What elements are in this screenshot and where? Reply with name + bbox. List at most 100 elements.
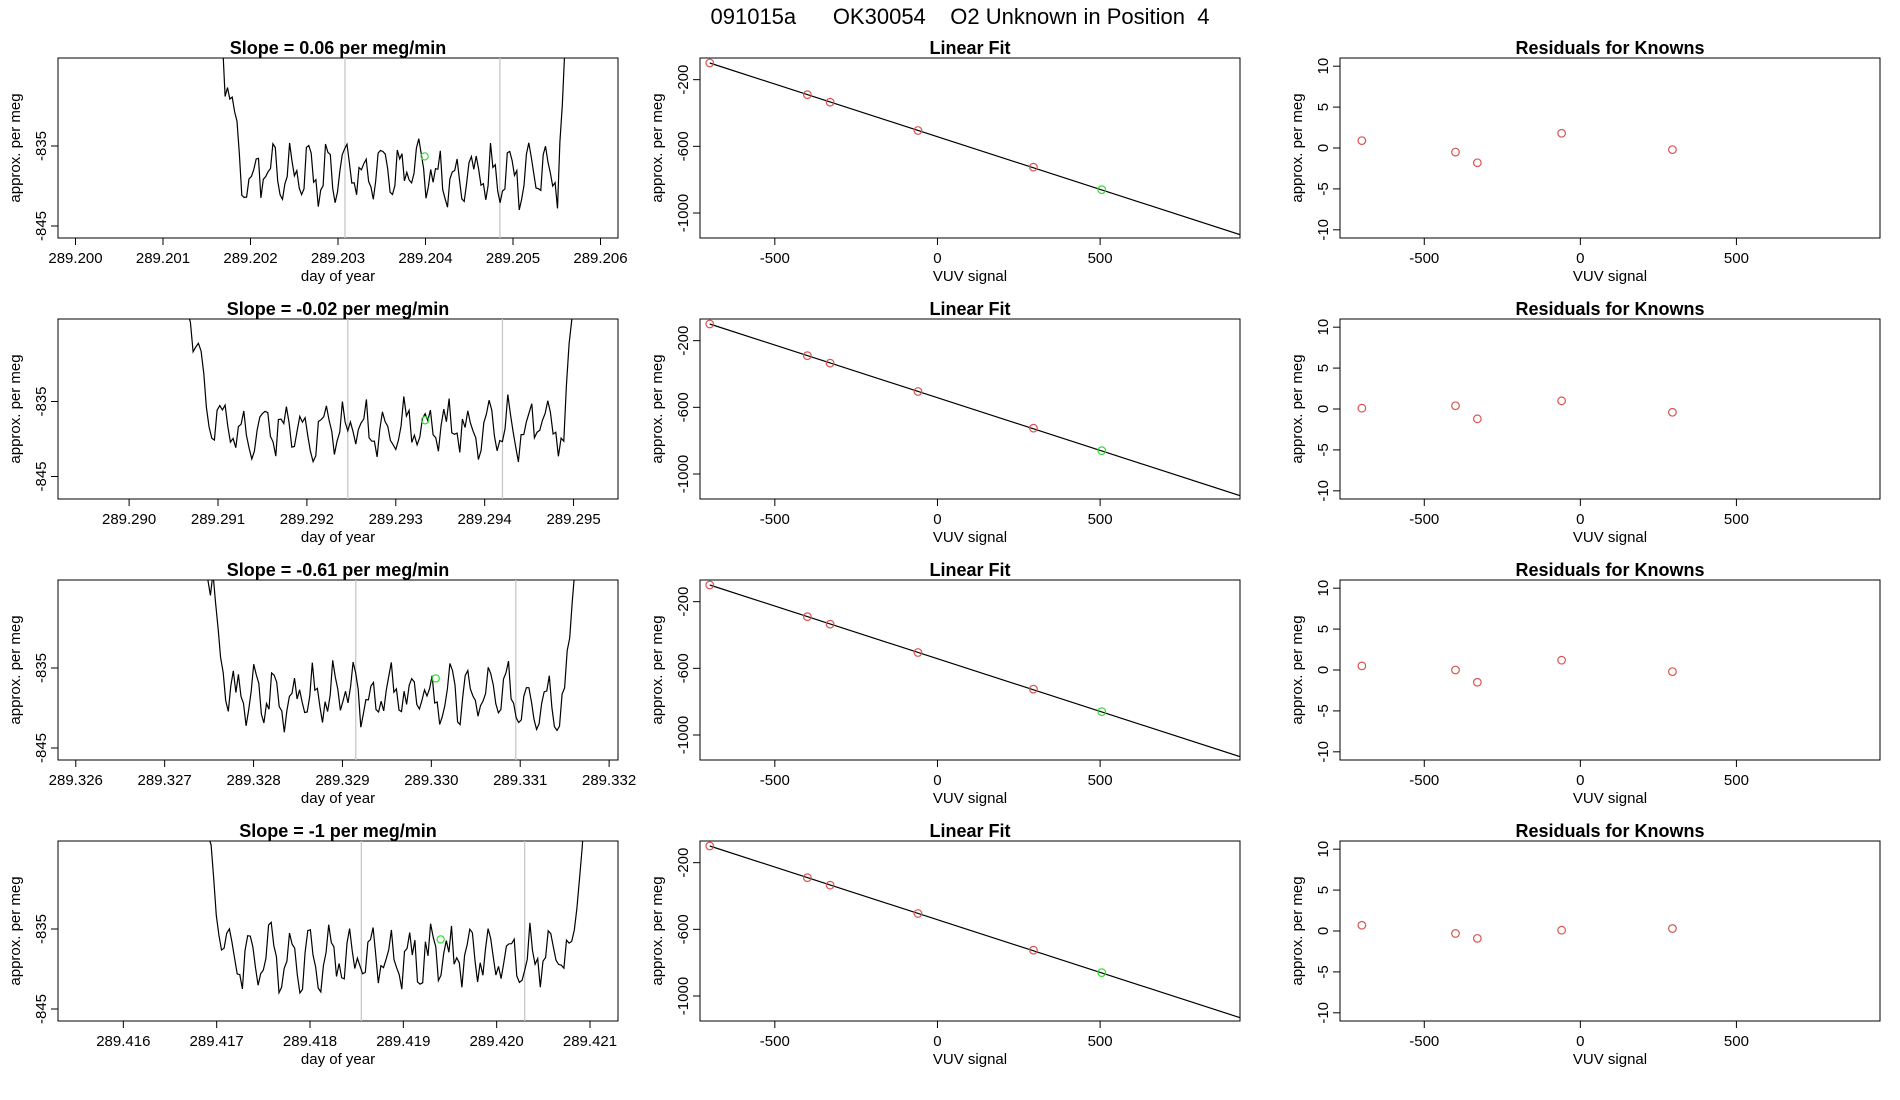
y-tick-label: -845 [33, 733, 50, 763]
plot-area [1357, 655, 1677, 687]
x-tick-label: 0 [933, 772, 941, 789]
plot-area [705, 58, 1240, 236]
known-standard-point [1029, 162, 1038, 172]
x-tick-label: 289.201 [136, 250, 190, 267]
known-standard-point [1029, 945, 1038, 955]
x-tick-label: 0 [1576, 1033, 1584, 1050]
data-trace-line [222, 58, 566, 211]
known-standard-point [802, 612, 812, 622]
known-standard-point [825, 358, 835, 368]
x-tick-label: 500 [1724, 772, 1749, 789]
residual-point [1472, 158, 1482, 168]
plot-frame [57, 579, 619, 761]
residual-point [1451, 665, 1460, 675]
plot-frame [57, 840, 619, 1022]
y-tick-label: -600 [675, 914, 692, 944]
x-tick-label: 289.326 [49, 772, 103, 789]
residual-point [1668, 407, 1677, 417]
panel-1: Slope = 0.06 per meg/min 289.200 289.201 28… [7, 38, 628, 285]
x-tick-label: 0 [933, 250, 941, 267]
y-tick-label: 10 [1315, 841, 1332, 858]
known-standard-point [1029, 423, 1038, 433]
y-tick-label: -835 [33, 131, 50, 161]
y-tick-label: 10 [1315, 58, 1332, 75]
x-axis-label: day of year [301, 790, 375, 807]
y-tick-label: -845 [33, 211, 50, 241]
x-tick-label: 289.329 [315, 772, 369, 789]
x-tick-label: 289.204 [398, 250, 452, 267]
plot-area [1357, 920, 1677, 943]
y-tick-label: 5 [1315, 364, 1332, 372]
x-tick-label: 289.416 [96, 1033, 150, 1050]
plot-area [1357, 396, 1677, 424]
chart-title: Residuals for Knowns [1515, 38, 1704, 58]
y-tick-label: -600 [675, 131, 692, 161]
x-tick-label: 289.327 [138, 772, 192, 789]
x-tick-label: 289.332 [582, 772, 636, 789]
known-standard-point [802, 351, 812, 361]
y-axis-label: approx. per meg [7, 354, 24, 463]
x-tick-label: 289.419 [376, 1033, 430, 1050]
x-tick-label: 500 [1088, 1033, 1113, 1050]
x-tick-label: 289.294 [458, 511, 512, 528]
x-tick-label: 289.417 [190, 1033, 244, 1050]
x-axis-label: VUV signal [933, 1051, 1007, 1068]
plot-frame [699, 57, 1241, 239]
plot-frame [57, 318, 619, 500]
x-axis-label: day of year [301, 1051, 375, 1068]
plot-frame [1339, 840, 1881, 1022]
y-axis-label: approx. per meg [1289, 93, 1306, 202]
x-tick-label: 0 [1576, 511, 1584, 528]
x-axis-label: VUV signal [933, 790, 1007, 807]
x-tick-label: -500 [1409, 250, 1439, 267]
x-tick-label: 500 [1088, 511, 1113, 528]
y-tick-label: -10 [1315, 741, 1332, 763]
known-standard-point [802, 873, 812, 883]
x-tick-label: 500 [1724, 1033, 1749, 1050]
y-axis-label: approx. per meg [1289, 615, 1306, 724]
x-tick-label: 289.290 [102, 511, 156, 528]
y-tick-label: -600 [675, 392, 692, 422]
y-tick-label: 0 [1315, 405, 1332, 413]
y-tick-label: 5 [1315, 625, 1332, 633]
x-tick-label: 0 [933, 1033, 941, 1050]
panel-2: Linear Fit -500 0 500 -200 -600 -1000 VUV signa… [649, 38, 1241, 285]
plot-frame [1339, 579, 1881, 761]
panel-5: Linear Fit -500 0 500 -200 -600 -1000 VUV signa… [649, 299, 1241, 546]
panel-8: Linear Fit -500 0 500 -200 -600 -1000 VUV signa… [649, 560, 1241, 807]
x-tick-label: -500 [760, 250, 790, 267]
x-tick-label: 500 [1088, 772, 1113, 789]
x-tick-label: 289.295 [546, 511, 600, 528]
x-tick-label: 500 [1088, 250, 1113, 267]
y-tick-label: 0 [1315, 927, 1332, 935]
x-tick-label: -500 [760, 511, 790, 528]
residual-point [1357, 920, 1367, 930]
plot-area [222, 58, 566, 238]
panel-4: Slope = -0.02 per meg/min 289.290 289.291 2… [7, 299, 619, 546]
residual-point [1357, 661, 1367, 671]
chart-title: Slope = 0.06 per meg/min [230, 38, 447, 58]
unknown-sample-point [1097, 446, 1107, 456]
residual-point [1557, 925, 1567, 935]
x-axis-label: VUV signal [933, 529, 1007, 546]
x-tick-label: 289.291 [191, 511, 245, 528]
plot-area [705, 580, 1240, 758]
y-tick-label: -600 [675, 653, 692, 683]
y-axis-label: approx. per meg [649, 93, 666, 202]
residual-point [1557, 655, 1567, 665]
y-axis-label: approx. per meg [649, 876, 666, 985]
plot-area [1357, 128, 1677, 168]
data-trace-line [209, 841, 584, 995]
x-axis-label: VUV signal [1573, 1051, 1647, 1068]
residual-point [1668, 145, 1677, 155]
residual-point [1557, 396, 1567, 406]
known-standard-point [705, 319, 715, 329]
unknown-sample-point [420, 416, 430, 425]
known-standard-point [913, 909, 923, 918]
page-title: 091015a OK30054 O2 Unknown in Position 4 [711, 4, 1210, 29]
y-tick-label: -5 [1315, 182, 1332, 195]
chart-title: Slope = -0.61 per meg/min [227, 560, 450, 580]
x-tick-label: 289.328 [226, 772, 280, 789]
known-standard-point [913, 126, 923, 135]
